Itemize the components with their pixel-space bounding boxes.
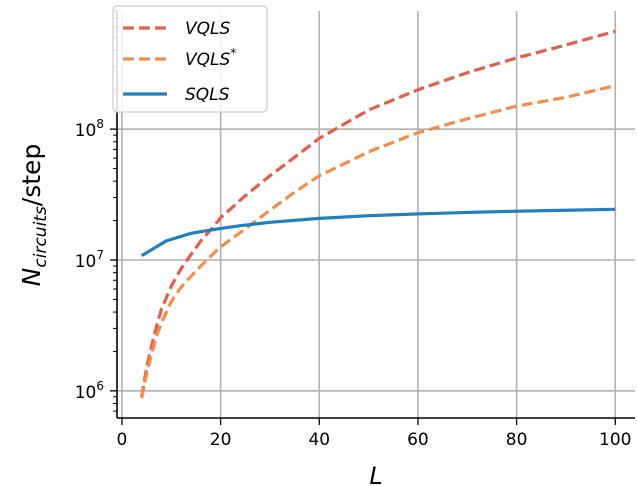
x-tick-label: 60 xyxy=(407,430,429,450)
y-axis-title-sub: circuits xyxy=(31,206,51,268)
x-axis-title: L xyxy=(369,462,382,486)
legend-label-1: VQLS* xyxy=(185,46,236,70)
x-tick-label: 40 xyxy=(308,430,330,450)
legend-frame xyxy=(112,5,268,113)
y-axis-title-main: N xyxy=(17,267,46,286)
x-tick-label: 100 xyxy=(599,430,631,450)
series-line-2 xyxy=(140,207,616,257)
tick-labels: 0 20 40 60 80 100 106 107 108 xyxy=(75,117,632,450)
series-line-1 xyxy=(140,84,616,399)
y-axis-title: Ncircuits/step xyxy=(17,144,51,287)
x-tick-label: 80 xyxy=(506,430,528,450)
y-axis-title-suffix: /step xyxy=(17,144,46,207)
x-tick-label: 0 xyxy=(117,430,128,450)
y-tick-label: 108 xyxy=(75,117,104,141)
legend-label-0: VQLS xyxy=(185,19,230,39)
series-lines xyxy=(140,29,616,399)
x-tick-label: 20 xyxy=(210,430,232,450)
legend: VQLS VQLS* SQLS xyxy=(112,5,268,113)
legend-label-2: SQLS xyxy=(185,85,230,105)
y-tick-label: 107 xyxy=(75,248,104,272)
series-line-0 xyxy=(140,29,616,398)
y-tick-label: 106 xyxy=(75,379,104,403)
